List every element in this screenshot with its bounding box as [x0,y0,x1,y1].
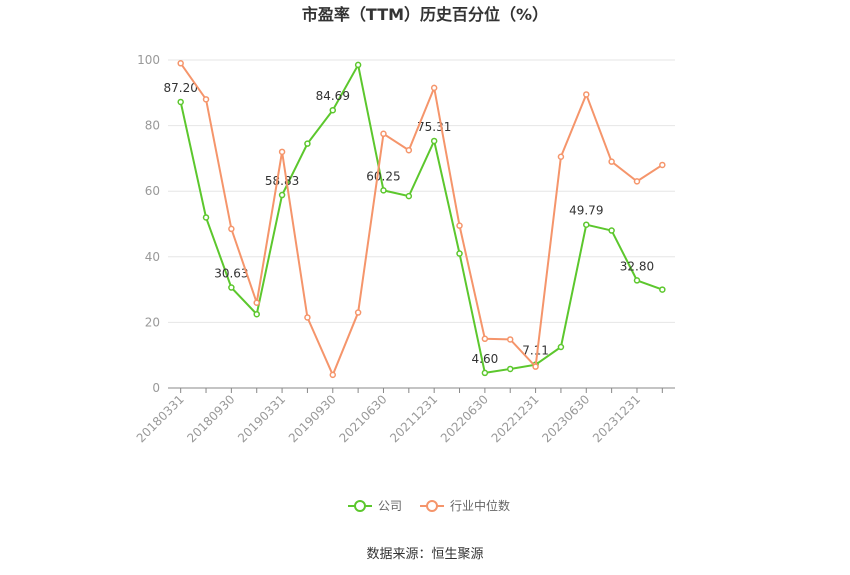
point [228,225,235,233]
point [329,371,337,379]
data-label: 75.31 [417,120,451,134]
point [304,314,311,321]
y-tick-label: 60 [145,184,160,198]
x-tick-label: 20220630 [438,392,491,445]
point [430,84,438,92]
point [380,130,387,138]
point [228,284,235,291]
legend-label: 公司 [378,499,402,513]
point [557,153,565,161]
point [253,310,260,318]
point [481,335,489,343]
point [354,61,362,69]
point [278,148,286,156]
data-label: 87.20 [163,81,197,95]
point [278,191,286,199]
point [532,363,539,370]
point [583,91,590,98]
legend-label: 行业中位数 [450,498,510,513]
point [405,192,413,200]
point [481,369,489,377]
point [380,187,387,194]
point [253,299,260,306]
point [354,309,362,316]
data-label: 58.83 [265,174,299,188]
data-label: 32.80 [620,259,654,273]
data-label: 7.11 [522,344,549,358]
series-line [179,62,663,378]
legend-marker [354,500,366,512]
y-tick-label: 20 [145,315,160,329]
point [202,96,210,103]
x-tick-label: 20210630 [337,392,390,445]
y-tick-label: 40 [145,250,160,264]
series-line [179,62,663,375]
point [430,137,438,145]
point [608,227,615,234]
x-tick-label: 20190331 [235,392,288,445]
point [506,365,514,373]
point [329,106,337,114]
point [583,221,590,228]
point [177,98,184,106]
y-tick-label: 80 [145,119,160,133]
point [659,286,666,293]
y-tick-label: 100 [137,53,160,67]
point [633,178,641,185]
point [456,222,463,229]
point [557,343,565,351]
data-label: 49.79 [569,204,603,218]
x-tick-label: 20180930 [184,392,237,445]
x-tick-label: 20190930 [286,392,339,445]
data-label: 30.63 [214,267,248,281]
legend-marker [426,500,439,512]
point [456,250,463,257]
point [506,336,514,343]
point [202,214,210,221]
chart-title: 市盈率（TTM）历史百分位（%） [302,5,548,24]
x-tick-label: 20231231 [590,392,643,445]
point [608,158,615,165]
source: 数据来源：恒生聚源 [366,547,483,562]
point [304,140,311,147]
point [659,161,666,169]
point [405,146,413,154]
x-tick-label: 20221231 [489,392,542,445]
data-label: 60.25 [366,169,400,183]
y-tick-label: 0 [152,381,160,395]
x-tick-label: 20211231 [387,392,440,445]
data-label: 84.69 [316,89,350,103]
point [177,60,184,67]
data-label: 4.60 [472,352,499,366]
x-tick-label: 20230630 [539,392,592,445]
point [633,277,641,284]
x-tick-label: 20180331 [134,392,187,445]
